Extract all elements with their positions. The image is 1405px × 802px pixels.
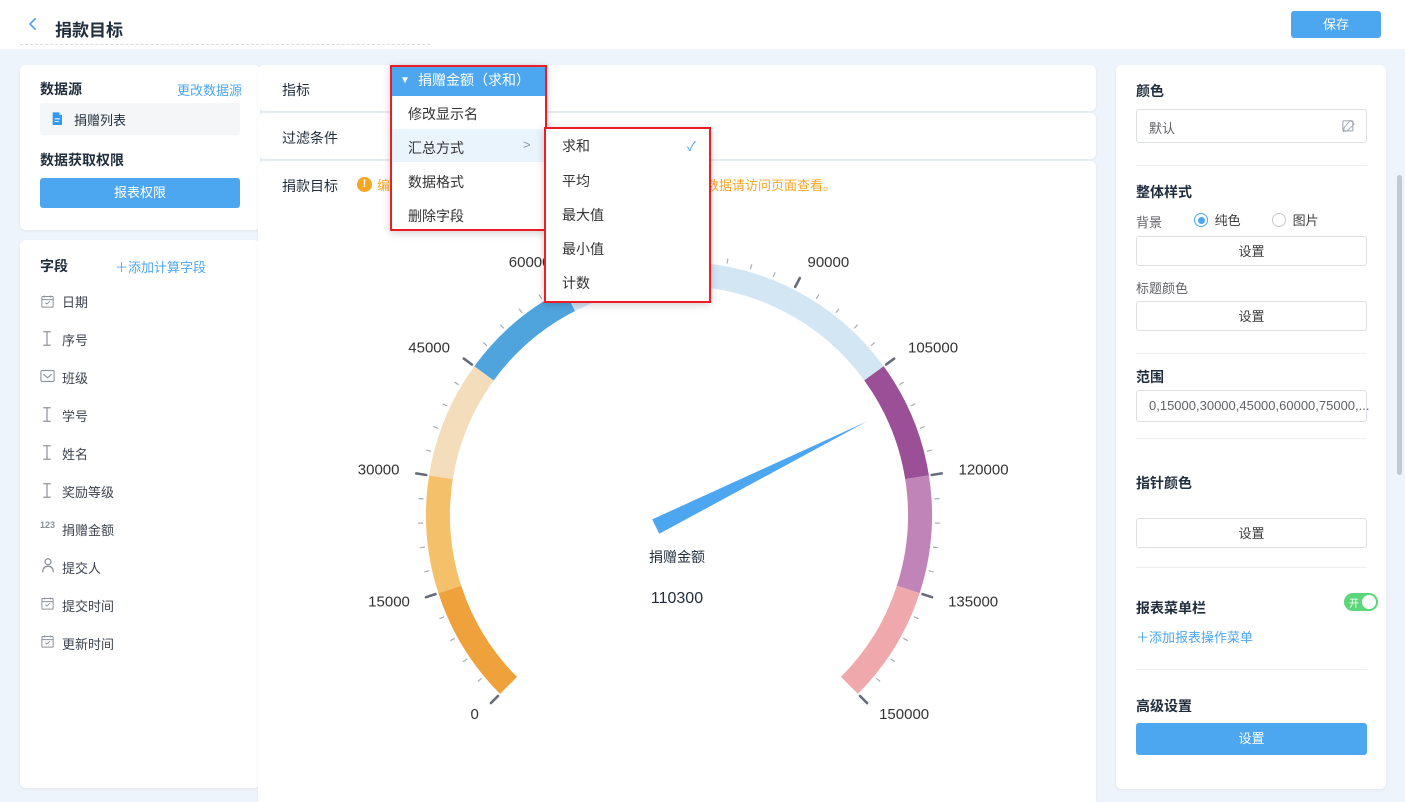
svg-text:0: 0 (471, 706, 479, 723)
svg-text:45000: 45000 (408, 340, 450, 357)
svg-text:30000: 30000 (358, 462, 400, 479)
svg-text:90000: 90000 (808, 254, 850, 271)
svg-text:150000: 150000 (879, 706, 929, 723)
svg-text:120000: 120000 (959, 462, 1009, 479)
svg-text:15000: 15000 (368, 593, 410, 610)
svg-text:135000: 135000 (948, 593, 998, 610)
svg-text:105000: 105000 (908, 340, 958, 357)
